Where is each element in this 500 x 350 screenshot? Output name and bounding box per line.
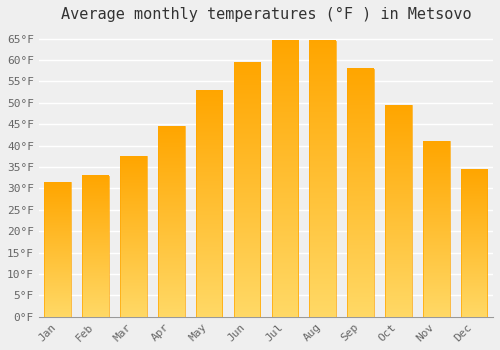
Bar [310, 41, 336, 317]
Bar [82, 176, 109, 317]
Bar [348, 69, 374, 317]
Bar [423, 141, 450, 317]
Bar [272, 41, 298, 317]
Title: Average monthly temperatures (°F ) in Metsovo: Average monthly temperatures (°F ) in Me… [60, 7, 471, 22]
Bar [385, 105, 411, 317]
Bar [120, 156, 146, 317]
Bar [44, 182, 71, 317]
Bar [461, 169, 487, 317]
Bar [196, 90, 222, 317]
Bar [158, 126, 184, 317]
Bar [234, 62, 260, 317]
